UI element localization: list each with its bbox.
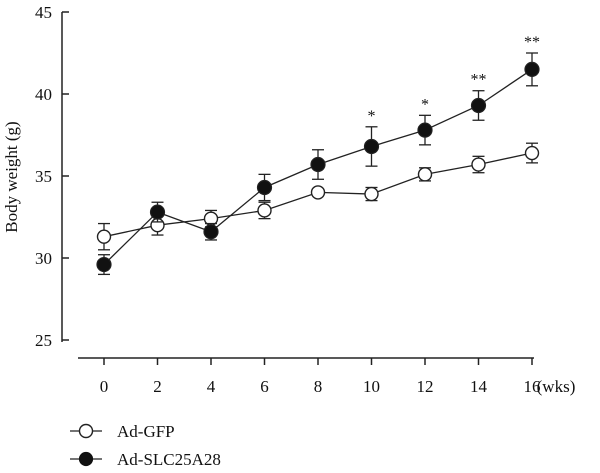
legend-marker-open-circle bbox=[78, 423, 94, 439]
x-tick-label: 0 bbox=[100, 377, 109, 396]
y-axis-title: Body weight (g) bbox=[2, 121, 21, 232]
legend-entry-ad-slc25a28: Ad-SLC25A28 bbox=[70, 450, 221, 469]
data-point-ad-slc25a28 bbox=[417, 122, 433, 138]
significance-annotations: ****** bbox=[368, 34, 541, 125]
significance-marker: ** bbox=[524, 34, 540, 51]
significance-marker: * bbox=[421, 96, 429, 113]
y-tick-label: 45 bbox=[35, 3, 52, 22]
data-point-ad-slc25a28 bbox=[310, 156, 326, 173]
legend-label-ad-gfp: Ad-GFP bbox=[117, 422, 175, 441]
data-point-ad-slc25a28 bbox=[470, 97, 487, 114]
x-ticks: 0 2 4 6 8 10 12 14 16 bbox=[100, 358, 541, 396]
series-layer bbox=[96, 52, 540, 276]
data-point-ad-gfp bbox=[417, 167, 433, 182]
x-axis-unit-label: (wks) bbox=[537, 377, 576, 396]
x-tick-label: 10 bbox=[363, 377, 380, 396]
legend: Ad-GFP Ad-SLC25A28 bbox=[70, 422, 221, 469]
data-point-ad-gfp bbox=[310, 185, 326, 200]
y-ticks: 25 30 35 40 45 bbox=[35, 3, 69, 350]
data-point-ad-slc25a28 bbox=[524, 61, 540, 78]
legend-label-ad-slc25a28: Ad-SLC25A28 bbox=[117, 450, 221, 469]
x-tick-label: 14 bbox=[470, 377, 488, 396]
y-tick-label: 40 bbox=[35, 85, 52, 104]
data-point-ad-slc25a28 bbox=[363, 138, 380, 155]
data-point-ad-gfp bbox=[364, 186, 379, 202]
legend-marker-filled-circle bbox=[78, 451, 94, 467]
x-tick-label: 2 bbox=[153, 377, 162, 396]
x-tick-label: 8 bbox=[314, 377, 323, 396]
data-point-ad-slc25a28 bbox=[256, 179, 273, 196]
significance-marker: * bbox=[368, 108, 376, 125]
x-tick-label: 6 bbox=[260, 377, 269, 396]
data-point-ad-gfp bbox=[471, 157, 486, 172]
x-tick-label: 4 bbox=[207, 377, 216, 396]
x-tick-label: 12 bbox=[417, 377, 434, 396]
series-ad-slc25a28 bbox=[96, 52, 540, 276]
significance-marker: ** bbox=[471, 72, 487, 89]
data-point-ad-slc25a28 bbox=[203, 224, 219, 240]
data-point-ad-slc25a28 bbox=[149, 204, 166, 220]
y-tick-label: 35 bbox=[35, 167, 52, 186]
data-point-ad-gfp bbox=[96, 229, 112, 244]
y-tick-label: 25 bbox=[35, 331, 52, 350]
y-tick-label: 30 bbox=[35, 249, 52, 268]
data-point-ad-slc25a28 bbox=[96, 256, 112, 273]
x-tick-label: 16 bbox=[524, 377, 541, 396]
data-point-ad-gfp bbox=[524, 145, 540, 161]
axes bbox=[61, 12, 534, 359]
data-point-ad-gfp bbox=[257, 203, 272, 218]
legend-entry-ad-gfp: Ad-GFP bbox=[70, 422, 175, 441]
